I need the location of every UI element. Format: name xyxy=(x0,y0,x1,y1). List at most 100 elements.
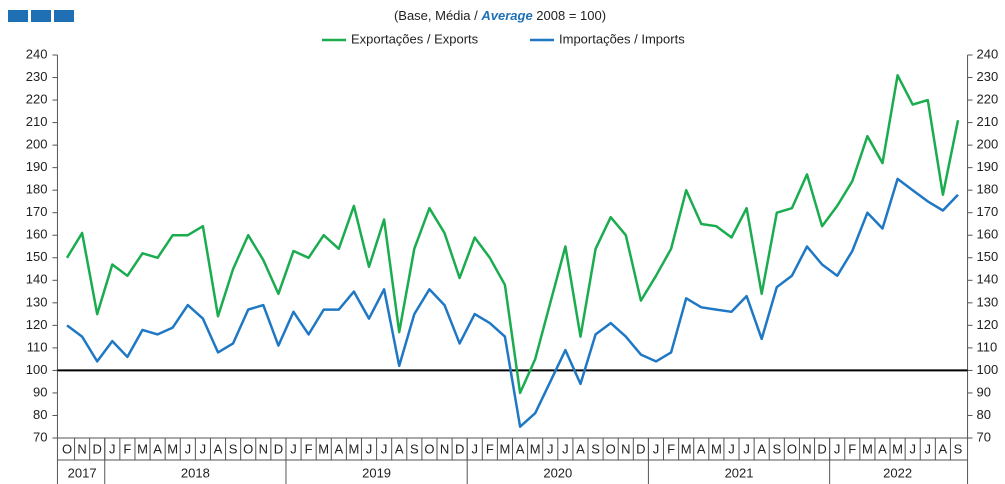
x-tick-label: M xyxy=(711,441,722,456)
x-tick-label: D xyxy=(274,441,283,456)
subtitle: (Base, Média / Average 2008 = 100) xyxy=(394,8,606,23)
y2-tick-label: 210 xyxy=(977,114,999,129)
subtitle-part: 2008 = 100) xyxy=(533,8,606,23)
x-tick-label: J xyxy=(909,441,916,456)
x-tick-label: M xyxy=(530,441,541,456)
y2-tick-label: 100 xyxy=(977,362,999,377)
x-tick-label: J xyxy=(547,441,554,456)
x-tick-label: A xyxy=(576,441,585,456)
x-tick-label: M xyxy=(137,441,148,456)
x-tick-label: A xyxy=(757,441,766,456)
y-tick-label: 120 xyxy=(26,317,48,332)
y-tick-label: 70 xyxy=(33,429,47,444)
x-tick-label: J xyxy=(925,441,932,456)
x-tick-label: F xyxy=(123,441,131,456)
y2-tick-label: 80 xyxy=(977,407,991,422)
logo-block xyxy=(31,10,51,22)
y2-tick-label: 150 xyxy=(977,249,999,264)
year-label: 2018 xyxy=(181,465,210,480)
series-line xyxy=(66,177,959,428)
x-tick-label: J xyxy=(290,441,297,456)
x-tick-label: J xyxy=(562,441,569,456)
x-tick-label: A xyxy=(153,441,162,456)
x-tick-label: J xyxy=(200,441,207,456)
x-tick-label: O xyxy=(424,441,434,456)
y-tick-label: 160 xyxy=(26,227,48,242)
x-tick-label: J xyxy=(728,441,735,456)
x-tick-label: O xyxy=(606,441,616,456)
y2-tick-label: 200 xyxy=(977,137,999,152)
legend-label: Exportações / Exports xyxy=(351,31,479,46)
x-tick-label: A xyxy=(878,441,887,456)
y2-tick-label: 110 xyxy=(977,339,998,354)
year-label: 2021 xyxy=(725,465,754,480)
y2-tick-label: 220 xyxy=(977,91,999,106)
y2-tick-label: 180 xyxy=(977,182,999,197)
x-tick-label: J xyxy=(381,441,388,456)
y2-tick-label: 230 xyxy=(977,69,999,84)
x-tick-label: M xyxy=(862,441,873,456)
y-tick-label: 140 xyxy=(26,272,48,287)
x-tick-label: M xyxy=(167,441,178,456)
y-tick-label: 150 xyxy=(26,249,48,264)
x-tick-label: J xyxy=(109,441,116,456)
y2-tick-label: 120 xyxy=(977,317,999,332)
x-tick-label: A xyxy=(334,441,343,456)
x-tick-label: M xyxy=(500,441,511,456)
x-tick-label: J xyxy=(834,441,841,456)
y-tick-label: 240 xyxy=(26,46,48,61)
logo-block xyxy=(54,10,74,22)
x-tick-label: J xyxy=(366,441,373,456)
x-tick-label: F xyxy=(848,441,856,456)
year-label: 2020 xyxy=(543,465,572,480)
x-tick-label: O xyxy=(62,441,72,456)
y2-tick-label: 140 xyxy=(977,272,999,287)
y-tick-label: 200 xyxy=(26,137,48,152)
x-tick-label: F xyxy=(486,441,494,456)
y-tick-label: 210 xyxy=(26,114,48,129)
x-tick-label: F xyxy=(667,441,675,456)
year-label: 2019 xyxy=(362,465,391,480)
x-tick-label: A xyxy=(516,441,525,456)
y-tick-label: 80 xyxy=(33,407,47,422)
x-tick-label: D xyxy=(817,441,826,456)
x-tick-label: O xyxy=(243,441,253,456)
x-tick-label: F xyxy=(305,441,313,456)
y-tick-label: 130 xyxy=(26,294,48,309)
x-tick-label: D xyxy=(636,441,645,456)
y-tick-label: 230 xyxy=(26,69,48,84)
x-tick-label: A xyxy=(395,441,404,456)
x-tick-label: D xyxy=(455,441,464,456)
y2-tick-label: 70 xyxy=(977,429,991,444)
y-tick-label: 180 xyxy=(26,182,48,197)
x-tick-label: N xyxy=(440,441,449,456)
x-tick-label: S xyxy=(772,441,781,456)
x-tick-label: N xyxy=(802,441,811,456)
x-tick-label: S xyxy=(410,441,419,456)
x-tick-label: S xyxy=(229,441,238,456)
x-tick-label: A xyxy=(697,441,706,456)
y-tick-label: 220 xyxy=(26,91,48,106)
y-tick-label: 170 xyxy=(26,204,48,219)
subtitle-part: (Base, Média / xyxy=(394,8,481,23)
x-tick-label: J xyxy=(653,441,660,456)
x-tick-label: J xyxy=(185,441,192,456)
y-tick-label: 100 xyxy=(26,362,48,377)
x-tick-label: N xyxy=(621,441,630,456)
y2-tick-label: 240 xyxy=(977,46,999,61)
x-tick-label: M xyxy=(318,441,329,456)
x-tick-label: M xyxy=(892,441,903,456)
x-tick-label: S xyxy=(591,441,600,456)
y2-tick-label: 160 xyxy=(977,227,999,242)
x-tick-label: N xyxy=(77,441,86,456)
x-tick-label: J xyxy=(471,441,478,456)
x-tick-label: M xyxy=(681,441,692,456)
y2-tick-label: 90 xyxy=(977,384,991,399)
y-tick-label: 190 xyxy=(26,159,48,174)
x-tick-label: M xyxy=(349,441,360,456)
y2-tick-label: 190 xyxy=(977,159,999,174)
year-label: 2022 xyxy=(883,465,912,480)
y2-tick-label: 170 xyxy=(977,204,999,219)
y2-tick-label: 130 xyxy=(977,294,999,309)
